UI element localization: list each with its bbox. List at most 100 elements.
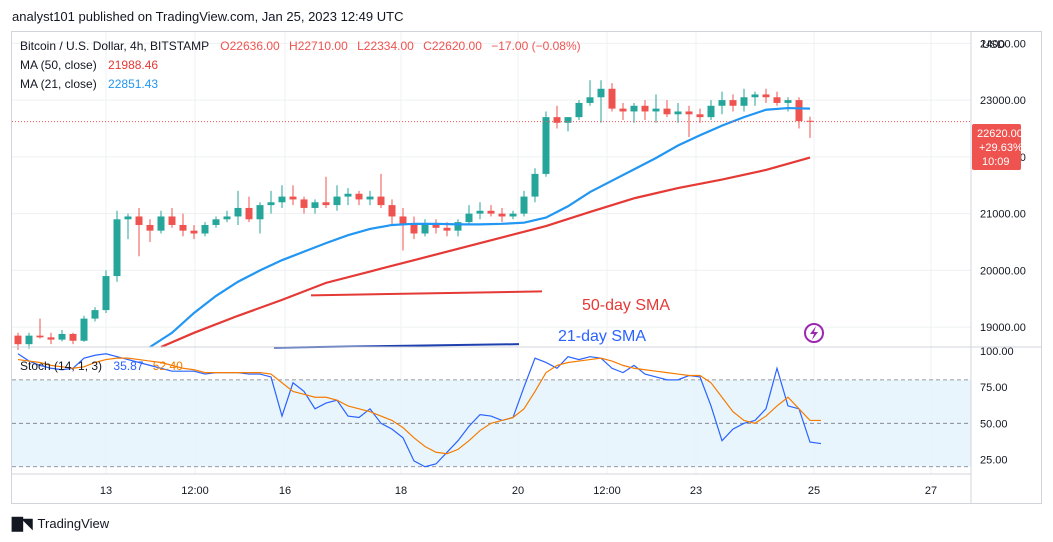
time-tick-label: 27 (925, 485, 937, 497)
candle-up (223, 210, 231, 223)
candle-body (135, 216, 143, 225)
time-axis-ticks[interactable]: 13 12:00 16 18 20 12:00 23 25 27 (100, 485, 937, 497)
price-tick-label: 23000.00 (980, 95, 1026, 107)
candle-body (762, 94, 770, 98)
candle-body (69, 333, 77, 341)
candle-body (201, 224, 209, 234)
candle-body (58, 333, 66, 340)
price-tick-label: 21000.00 (980, 209, 1026, 221)
candle-down (47, 332, 55, 345)
candle-up (520, 190, 528, 217)
candle-down (135, 207, 143, 257)
candle-body (531, 173, 539, 197)
candle-body (322, 202, 330, 206)
candle-body (333, 196, 341, 206)
candle-body (36, 335, 44, 338)
ohlc-low: L22334.00 (357, 39, 414, 53)
candle-body (641, 105, 649, 112)
publish-header: analyst101 published on TradingView.com,… (12, 9, 404, 24)
price-tick-label: 19000.00 (980, 322, 1026, 334)
candle-body (234, 207, 242, 217)
candle-body (190, 230, 198, 234)
price-badge: 22620.00 +29.63% 10:09 (972, 124, 1023, 170)
tradingview-footer[interactable]: ▇◥ TradingView (12, 515, 109, 532)
candle-body (432, 224, 440, 228)
currency-label[interactable]: USD (982, 39, 1005, 51)
candle-body (91, 310, 99, 319)
candle-body (223, 216, 231, 220)
candles (14, 80, 814, 350)
candle-up (454, 219, 462, 237)
symbol-title: Bitcoin / U.S. Dollar, 4h, BITSTAMP (20, 39, 209, 53)
candle-body (311, 202, 319, 208)
candle-body (542, 117, 550, 174)
stoch-tick-label: 50.00 (980, 418, 1008, 430)
price-axis-ticks: 24000.0023000.0022000.0021000.0020000.00… (980, 38, 1026, 334)
candle-body (619, 108, 627, 112)
candle-up (201, 222, 209, 237)
trendline-50-day (310, 290, 543, 297)
candle-body (421, 224, 429, 234)
ohlc-open: O22636.00 (220, 39, 280, 53)
candle-up (58, 329, 66, 342)
trend-lines (273, 290, 543, 349)
candle-body (586, 97, 594, 103)
candle-down (355, 190, 363, 206)
stoch-d-line (17, 357, 821, 455)
candle-down (179, 213, 187, 237)
candle-up (421, 219, 429, 237)
candle-down (69, 332, 77, 345)
candle-down (410, 216, 418, 240)
candle-up (157, 210, 165, 234)
candle-body (740, 97, 748, 106)
candle-down (553, 105, 561, 129)
price-badge-price: 22620.00 (977, 128, 1023, 140)
time-tick-label: 23 (690, 485, 702, 497)
candle-body (14, 335, 22, 345)
candle-up (597, 80, 605, 123)
candle-body (454, 222, 462, 231)
candle-down (300, 196, 308, 214)
candle-body (707, 105, 715, 118)
candle-up (509, 210, 517, 220)
candle-up (575, 100, 583, 120)
candle-body (663, 108, 671, 115)
candle-up (80, 315, 88, 342)
candle-up (652, 94, 660, 123)
candle-body (784, 100, 792, 103)
ma50-line (160, 156, 811, 349)
candle-down (36, 318, 44, 339)
candle-up (751, 91, 759, 106)
stoch-legend[interactable]: Stoch (14, 1, 3) 35.87 52.40 (20, 359, 183, 373)
stoch-k-value: 35.87 (113, 359, 144, 373)
candle-body (795, 100, 803, 122)
candle-body (674, 111, 682, 115)
candle-down (146, 219, 154, 242)
time-tick-label: 18 (395, 485, 407, 497)
symbol-legend[interactable]: Bitcoin / U.S. Dollar, 4h, BITSTAMP O226… (20, 39, 581, 53)
candle-body (410, 224, 418, 234)
ma21-legend-value: 22851.43 (108, 77, 159, 91)
candle-body (630, 105, 638, 112)
ma21-legend[interactable]: MA (21, close) 22851.43 (20, 77, 158, 91)
candle-body (102, 276, 110, 311)
stoch-legend-name: Stoch (14, 1, 3) (20, 359, 103, 373)
candle-body (751, 94, 759, 98)
time-tick-label: 12:00 (593, 485, 621, 497)
candle-down (608, 83, 616, 112)
time-tick-label: 25 (808, 485, 820, 497)
chart-frame (11, 31, 1042, 504)
candle-body (399, 216, 407, 225)
candle-body (47, 337, 55, 340)
ohlc-change: −17.00 (−0.08%) (491, 39, 581, 53)
price-tick-label: 24000.00 (980, 38, 1026, 50)
candle-up (344, 188, 352, 206)
candle-up (102, 270, 110, 313)
lightning-icon[interactable] (804, 323, 824, 343)
ma50-legend[interactable]: MA (50, close) 21988.46 (20, 58, 158, 72)
candle-body (487, 210, 495, 214)
candle-body (729, 100, 737, 106)
candle-body (278, 196, 286, 203)
candle-down (322, 176, 330, 208)
